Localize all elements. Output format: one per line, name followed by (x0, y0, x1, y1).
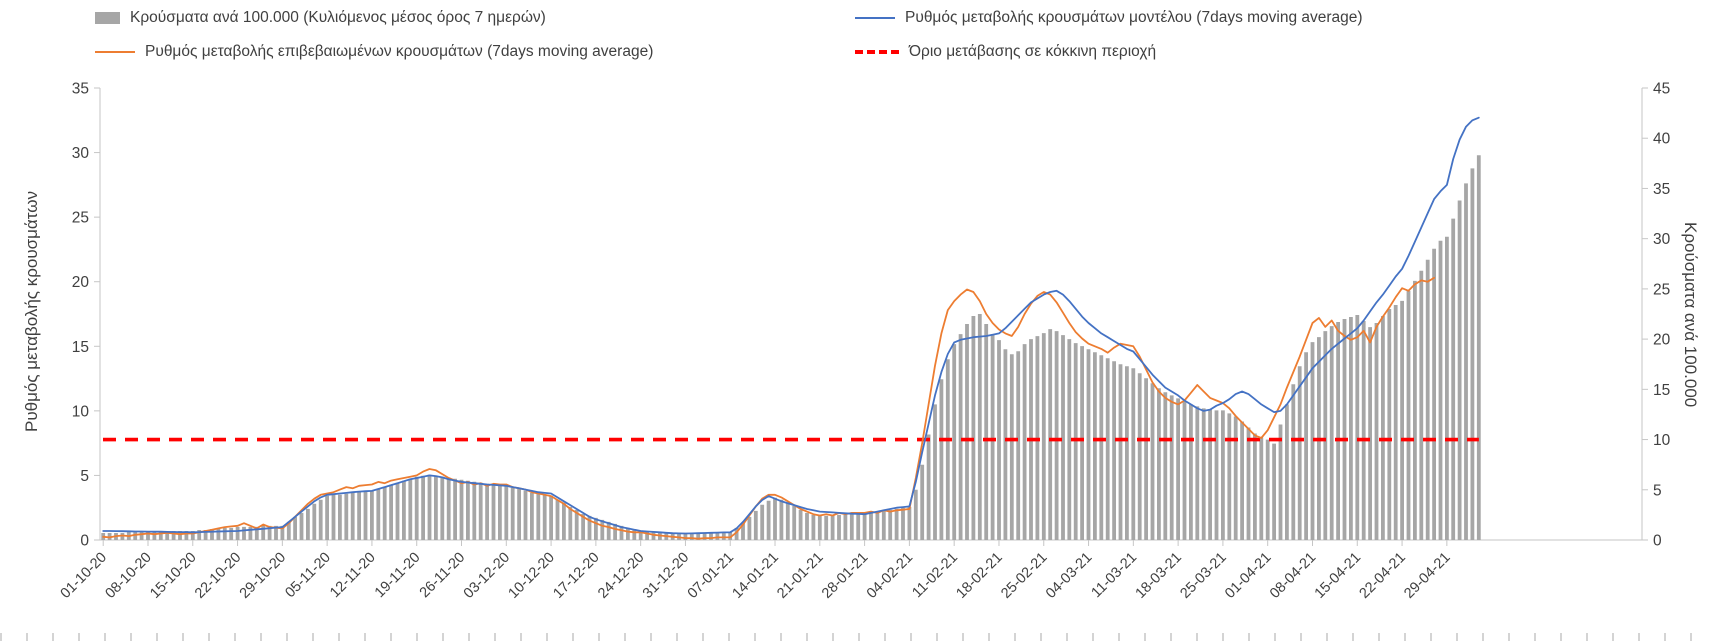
x-tick-label: 15-10-20 (147, 550, 199, 602)
red-dashed-swatch-icon (855, 50, 899, 54)
y-right-tick-label: 35 (1653, 181, 1670, 198)
x-tick-label: 18-02-21 (953, 550, 1005, 602)
x-tick-label: 29-04-21 (1401, 550, 1453, 602)
y-right-tick-label: 45 (1653, 81, 1670, 98)
y-right-tick-label: 20 (1653, 332, 1671, 349)
x-tick-label: 01-04-21 (1222, 550, 1274, 602)
blue-line-swatch-icon (855, 17, 895, 19)
y-right-tick-label: 30 (1653, 231, 1671, 248)
x-tick-label: 08-04-21 (1267, 550, 1319, 602)
y-right-tick-label: 25 (1653, 281, 1670, 298)
x-tick-label: 04-02-21 (864, 550, 916, 602)
x-tick-label: 22-10-20 (192, 550, 244, 602)
y-left-tick-label: 20 (72, 274, 90, 291)
x-tick-label: 25-03-21 (1177, 550, 1229, 602)
x-tick-label: 31-12-20 (640, 550, 692, 602)
x-tick-label: 19-11-20 (372, 550, 424, 602)
x-tick-label: 18-03-21 (1133, 550, 1185, 602)
x-tick-label: 12-11-20 (327, 550, 379, 602)
x-tick-label: 15-04-21 (1312, 550, 1364, 602)
legend-item-cases-bars: Κρούσματα ανά 100.000 (Κυλιόμενος μέσος … (95, 9, 546, 27)
y-right-tick-label: 10 (1653, 432, 1671, 449)
y-left-tick-label: 0 (80, 533, 89, 550)
legend-item-red-threshold: Όριο μετάβασης σε κόκκινη περιοχή (855, 43, 1156, 61)
y-left-tick-label: 30 (72, 145, 90, 162)
x-tick-label: 04-03-21 (1043, 550, 1095, 602)
legend-label-confirmed-rate: Ρυθμός μεταβολής επιβεβαιωμένων κρουσμάτ… (145, 43, 654, 60)
y-right-tick-label: 5 (1653, 482, 1662, 499)
y-left-tick-label: 15 (72, 339, 89, 356)
y-right-tick-label: 0 (1653, 533, 1662, 550)
x-tick-label: 26-11-20 (417, 550, 469, 602)
model-rate-line (102, 116, 1480, 535)
x-tick-label: 08-10-20 (102, 550, 154, 602)
x-tick-label: 10-12-20 (506, 550, 558, 602)
x-tick-label: 29-10-20 (237, 550, 289, 602)
confirmed-rate-line (102, 276, 1435, 540)
legend-item-confirmed-rate: Ρυθμός μεταβολής επιβεβαιωμένων κρουσμάτ… (95, 43, 653, 61)
x-tick-label: 25-02-21 (998, 550, 1050, 602)
legend-label-model-rate: Ρυθμός μεταβολής κρουσμάτων μοντέλου (7d… (905, 9, 1363, 26)
bar-series-swatch-icon (95, 12, 120, 24)
y-right-tick-label: 15 (1653, 382, 1670, 399)
x-tick-label: 22-04-21 (1357, 550, 1409, 602)
cropped-bottom-strip (0, 633, 1712, 641)
x-tick-label: 14-01-21 (729, 550, 781, 602)
x-tick-label: 17-12-20 (550, 550, 602, 602)
y-left-tick-label: 5 (80, 468, 89, 485)
cases-bars-series (101, 155, 1481, 540)
legend-item-model-rate: Ρυθμός μεταβολής κρουσμάτων μοντέλου (7d… (855, 9, 1363, 27)
x-tick-label: 03-12-20 (461, 550, 513, 602)
y-left-tick-label: 35 (72, 81, 89, 98)
x-tick-label: 01-10-20 (58, 550, 110, 602)
y-left-tick-label: 10 (72, 403, 90, 420)
legend-label-cases-bars: Κρούσματα ανά 100.000 (Κυλιόμενος μέσος … (130, 9, 546, 26)
x-tick-label: 07-01-21 (685, 550, 737, 602)
legend-label-red-threshold: Όριο μετάβασης σε κόκκινη περιοχή (909, 43, 1157, 60)
x-tick-label: 11-02-21 (909, 550, 961, 602)
y-left-tick-label: 25 (72, 210, 89, 227)
x-tick-label: 05-11-20 (282, 550, 334, 602)
x-tick-label: 11-03-21 (1089, 550, 1141, 602)
x-tick-label: 24-12-20 (595, 550, 647, 602)
y-right-tick-label: 40 (1653, 131, 1671, 148)
orange-line-swatch-icon (95, 51, 135, 53)
x-tick-label: 28-01-21 (819, 550, 871, 602)
x-tick-label: 21-01-21 (774, 550, 826, 602)
